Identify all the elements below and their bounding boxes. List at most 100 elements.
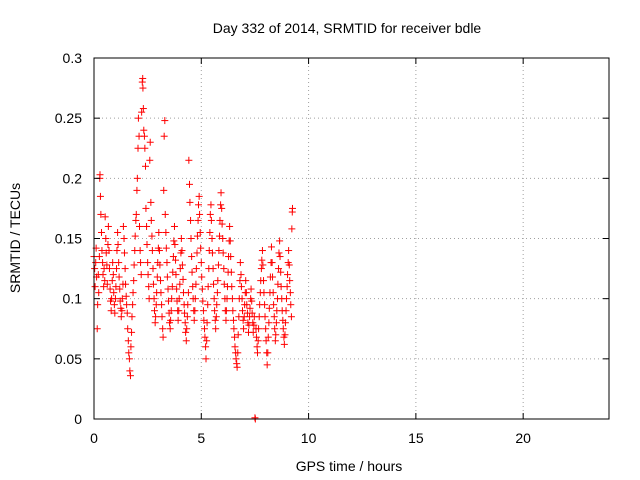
data-point [151, 319, 159, 327]
data-point [214, 261, 222, 269]
data-point [215, 247, 223, 255]
data-point [137, 271, 145, 279]
data-point [134, 114, 142, 122]
y-tick-labels: 0 0.05 0.1 0.15 0.2 0.25 0.3 [55, 50, 82, 427]
data-point [219, 249, 227, 257]
data-point [132, 210, 140, 218]
data-point [182, 337, 190, 345]
data-point [175, 307, 183, 315]
data-point [264, 349, 272, 357]
data-point [212, 325, 220, 333]
data-point [242, 277, 250, 285]
data-point [157, 289, 165, 297]
data-point [144, 271, 152, 279]
data-point [139, 74, 147, 82]
data-point [269, 289, 277, 297]
data-point [149, 265, 157, 273]
data-point [126, 367, 134, 375]
data-point [243, 301, 251, 309]
data-point [116, 285, 124, 293]
data-point [99, 259, 107, 267]
data-point [139, 105, 147, 113]
data-point [105, 247, 113, 255]
data-point [109, 271, 117, 279]
data-point [123, 309, 131, 317]
data-point [159, 325, 167, 333]
data-point [175, 295, 183, 303]
data-point [230, 325, 238, 333]
y-tick-label: 0.1 [63, 291, 83, 307]
data-point [164, 285, 172, 293]
data-point [262, 325, 270, 333]
data-point [231, 333, 239, 341]
data-point [233, 363, 241, 371]
data-point [267, 243, 275, 251]
data-point [121, 265, 129, 273]
data-point [120, 249, 128, 257]
data-point [219, 235, 227, 242]
data-point [119, 222, 127, 230]
data-point [146, 138, 154, 146]
data-point [265, 319, 273, 327]
data-point [152, 313, 160, 321]
data-point [231, 343, 239, 351]
data-point [193, 232, 201, 240]
data-point [170, 237, 178, 245]
data-point [99, 271, 107, 279]
data-point [182, 328, 190, 336]
data-point [137, 259, 145, 267]
data-point [232, 355, 240, 363]
x-tick-label: 15 [408, 430, 424, 446]
data-point [253, 343, 261, 351]
data-point [184, 301, 192, 309]
data-point [270, 301, 278, 309]
data-point [148, 247, 156, 255]
data-point [236, 259, 244, 267]
data-point [226, 222, 234, 230]
data-point [204, 301, 212, 309]
data-point [135, 222, 143, 230]
data-point [113, 247, 121, 255]
data-point [103, 261, 111, 269]
data-point [132, 216, 140, 224]
data-point [143, 222, 151, 230]
data-point [104, 241, 112, 249]
data-point [282, 295, 290, 303]
data-point [204, 283, 212, 291]
data-point [168, 283, 176, 291]
y-tick-label: 0.15 [55, 231, 82, 247]
data-point [246, 304, 254, 312]
data-point [129, 289, 137, 297]
data-point [254, 337, 262, 345]
data-point [155, 228, 163, 236]
data-point [208, 235, 216, 242]
x-tick-labels: 0 5 10 15 20 [90, 430, 531, 446]
data-point [249, 328, 257, 336]
data-point [130, 277, 138, 285]
data-point [172, 271, 180, 279]
data-point [259, 261, 267, 269]
data-point [260, 289, 268, 297]
data-point [257, 265, 265, 273]
data-point [187, 235, 195, 242]
data-point [162, 228, 170, 236]
data-point [262, 337, 270, 345]
y-axis-label: SRMTID / TECUs [7, 183, 23, 293]
data-point [142, 162, 149, 170]
data-point [98, 247, 106, 255]
data-point [98, 228, 106, 236]
data-point [260, 277, 268, 285]
data-point [171, 241, 179, 249]
data-point [191, 307, 199, 315]
x-tick-label: 20 [515, 430, 531, 446]
data-point [283, 283, 291, 291]
data-point [166, 325, 174, 333]
grid [94, 58, 609, 419]
data-point [118, 307, 126, 315]
data-point [151, 307, 159, 315]
data-point [143, 241, 151, 249]
data-point [108, 277, 116, 285]
data-point [285, 261, 293, 269]
data-point [128, 313, 136, 321]
